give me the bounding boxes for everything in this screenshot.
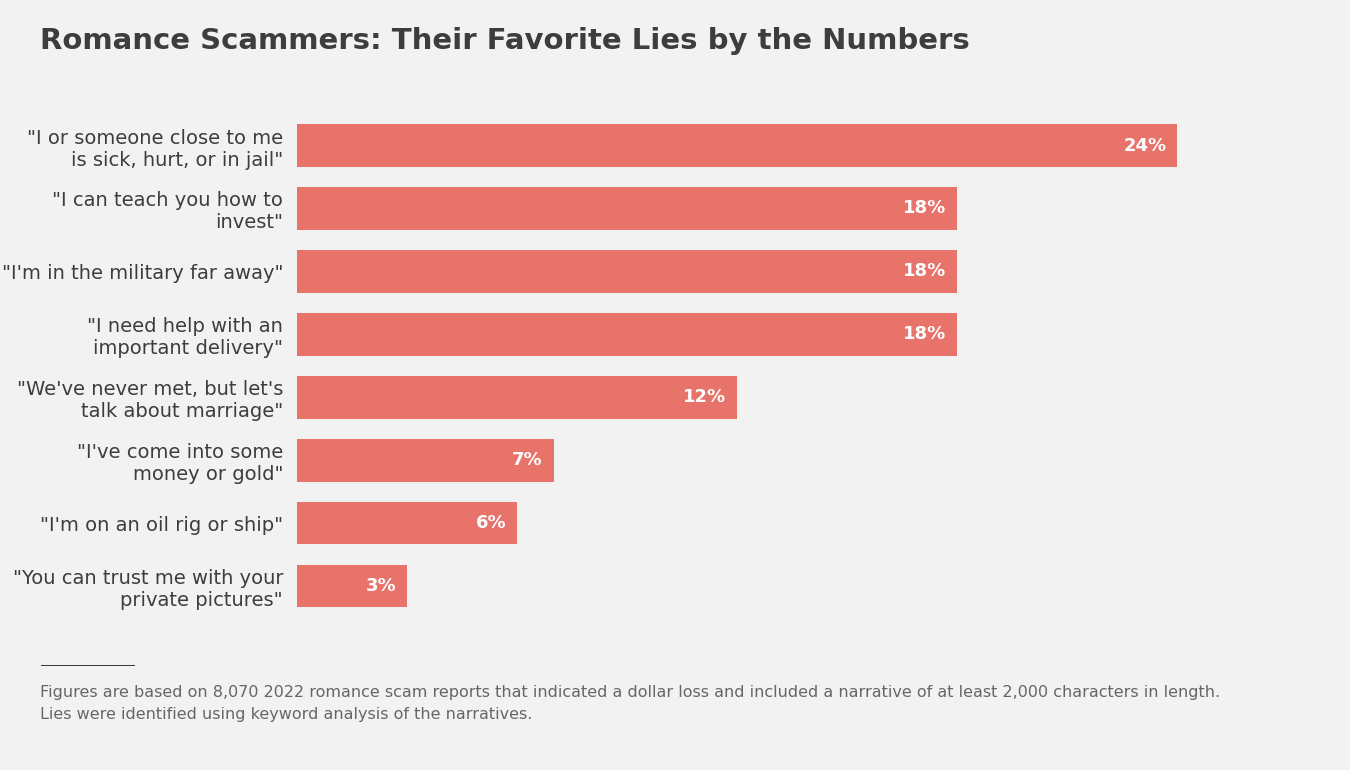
Text: 12%: 12%	[683, 388, 726, 407]
Text: 6%: 6%	[475, 514, 506, 532]
Bar	[297, 187, 957, 230]
Bar	[297, 501, 517, 544]
Text: 18%: 18%	[903, 263, 946, 280]
Bar	[297, 564, 408, 608]
Text: 18%: 18%	[903, 325, 946, 343]
Bar	[297, 313, 957, 356]
Bar	[297, 439, 554, 481]
Text: Figures are based on 8,070 2022 romance scam reports that indicated a dollar los: Figures are based on 8,070 2022 romance …	[40, 685, 1220, 722]
Bar	[297, 124, 1177, 167]
Bar	[297, 376, 737, 419]
Bar	[297, 250, 957, 293]
Text: Romance Scammers: Their Favorite Lies by the Numbers: Romance Scammers: Their Favorite Lies by…	[40, 27, 971, 55]
Text: 18%: 18%	[903, 199, 946, 217]
Text: 24%: 24%	[1123, 136, 1166, 155]
Text: 3%: 3%	[366, 577, 396, 595]
Text: 7%: 7%	[512, 451, 543, 469]
